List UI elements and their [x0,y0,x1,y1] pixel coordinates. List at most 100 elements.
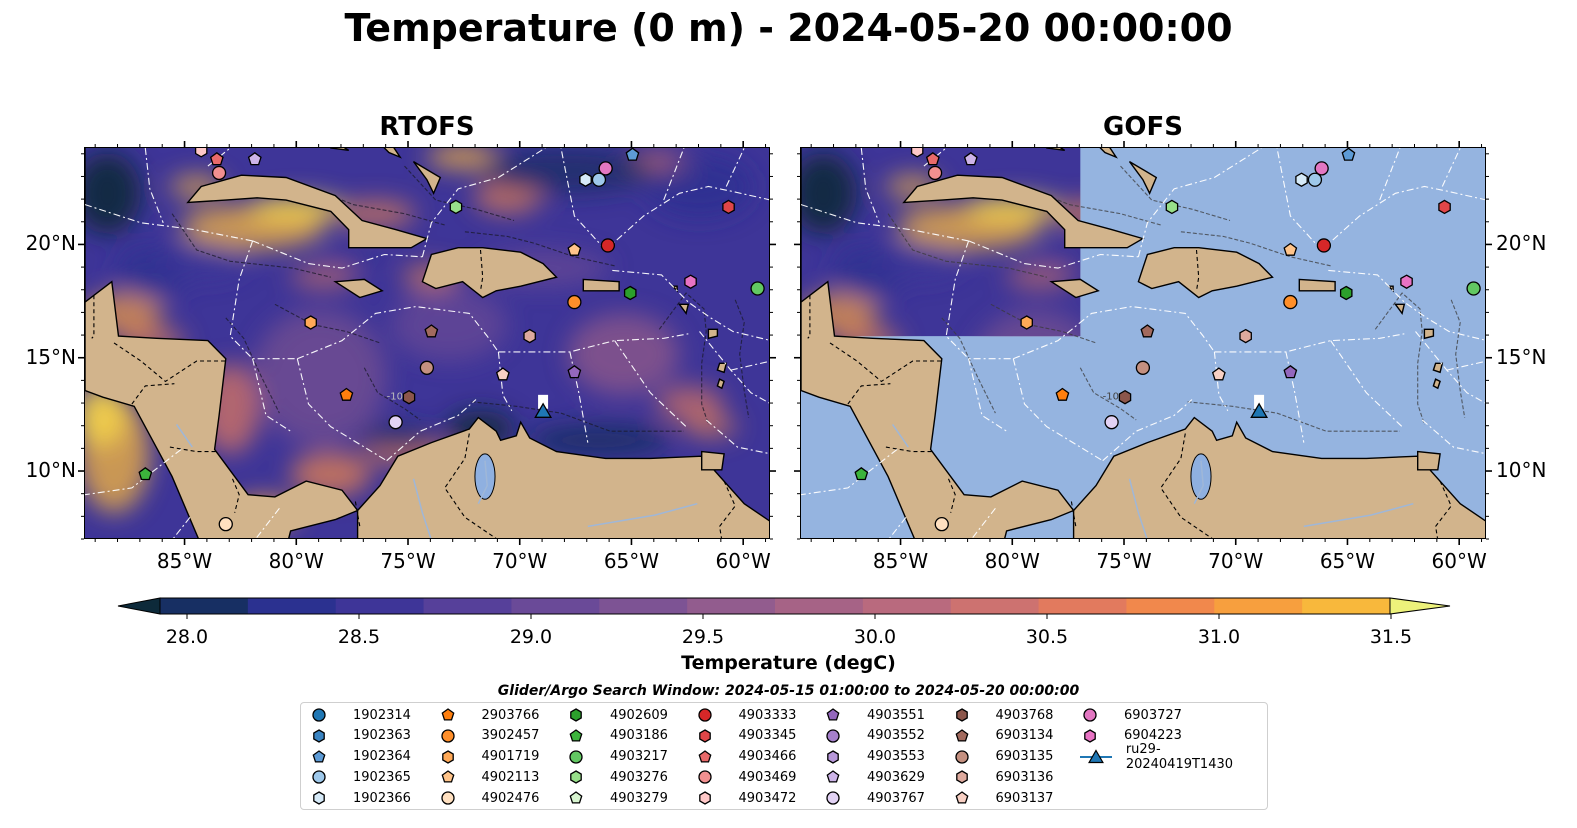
country-borders [807,249,1452,538]
marker-4903629 [963,151,978,166]
land-jamaica [1049,278,1100,299]
marker-4903629 [247,151,262,166]
legend-symbol [1084,729,1096,743]
colorbar-segment [511,598,600,614]
legend-symbol [312,749,326,763]
marker-6903137 [1211,367,1226,381]
rivers [175,423,698,538]
platform-markers [854,148,1481,532]
legend-symbol [313,791,325,805]
legend-label: 4903767 [867,790,925,806]
colorbar-tick-label: 31.5 [1369,626,1413,648]
land-puertorico [1298,278,1336,292]
land [801,148,1485,538]
marker-4903469 [211,165,227,181]
legend-marker-hexagon-icon [313,791,325,805]
legend-symbol [440,729,455,743]
legend-label: 2903766 [481,707,540,723]
colorbar-segment [599,598,688,614]
legend-label: 4903466 [738,749,797,765]
legend-item: 4903768 [952,705,1053,725]
legend-label: 1902366 [353,790,411,806]
legend-symbol [955,708,968,722]
gofs-panel-title: GOFS [1103,112,1183,142]
legend-symbol [826,729,840,743]
land-trinidad [701,450,725,471]
legend-marker-circle-icon [826,729,840,743]
lake-maracaibo [1190,453,1212,500]
land-bahama3 [1128,160,1158,195]
land-cuba [902,174,1145,249]
legend-symbol [697,770,712,785]
x-tick-label: 65°W [1319,549,1376,573]
legend-item: 4903767 [823,788,925,808]
legend-marker-circle-icon [440,729,455,743]
land-isla2 [716,362,728,374]
marker-4903768 [402,389,416,405]
colorbar-segment [1214,598,1303,614]
x-tick-label: 85°W [872,549,929,573]
legend-marker-circle-icon [569,749,583,764]
legend-symbol [440,791,455,805]
marker-4903466 [925,151,940,166]
legend-item: 4903466 [695,747,797,767]
legend-label: 4903551 [867,707,925,723]
marker-4903333 [600,238,616,253]
legend-marker-circle-icon [954,749,969,764]
colorbar-segment [862,598,952,614]
platform-legend: 1902314 1902363 1902364 1902365 1902366 29037… [300,702,1268,810]
legend-marker-hexagon-icon [698,791,711,805]
legend-item: 4903469 [695,767,796,787]
legend-marker-triangle-icon [1080,748,1112,763]
marker-6903136 [523,328,536,344]
legend-marker-hexagon-icon [827,749,839,764]
legend-symbol [441,749,454,764]
legend-symbol [313,729,325,743]
y-tick-label-left: 10°N [25,458,76,483]
legend-item: 4903333 [695,705,796,725]
colorbar-tick-label: 29.5 [681,626,725,648]
legend-marker-pentagon-icon [441,770,454,783]
land-isla3 [716,378,725,390]
land-bahama3 [412,160,442,195]
legend-symbol [955,728,968,742]
gofs-map-panel[interactable]: -1000 [800,147,1486,539]
marker-1902366 [1295,172,1308,187]
legend-label: 4902476 [481,790,540,806]
marker-4903469 [927,165,943,181]
y-tick-label-right: 15°N [1496,344,1547,369]
legend-label: 6904223 [1124,728,1182,744]
legend-label: 1902365 [353,769,411,785]
legend-item: 4903276 [566,767,668,787]
legend-marker-circle-icon [697,770,712,785]
colorbar-segment [1302,598,1391,614]
marker-4901719 [1020,315,1033,330]
legend-item: 1902365 [309,767,411,787]
marker-6904223 [684,274,697,289]
legend-label: 6903136 [995,769,1054,785]
x-tick-label: 65°W [603,549,660,573]
marker-4903186 [854,466,869,481]
rtofs-map-panel[interactable]: -1000 [84,147,770,539]
legend-symbol [954,749,969,764]
marker-4901719 [304,315,317,330]
legend-item: 6903136 [952,767,1054,787]
marker-6903727 [1314,161,1329,176]
land-hispaniola [421,246,558,299]
colorbar-segment [335,598,425,614]
legend-marker-pentagon-icon [955,791,968,804]
x-tick-label: 70°W [1208,549,1264,573]
x-tick-label: 60°W [715,549,771,573]
legend-marker-pentagon-icon [312,749,326,763]
land-bahama1 [1046,148,1066,151]
land-bahama2 [383,148,402,159]
legend-item: 1902366 [309,788,411,808]
x-tick-label: 80°W [984,549,1040,573]
legend-item: 4903552 [823,726,925,746]
lake-maracaibo [474,453,496,500]
legend-label: 4903552 [867,728,925,744]
legend-item: 4903629 [823,767,925,787]
x-tick-label: 75°W [1096,549,1152,573]
